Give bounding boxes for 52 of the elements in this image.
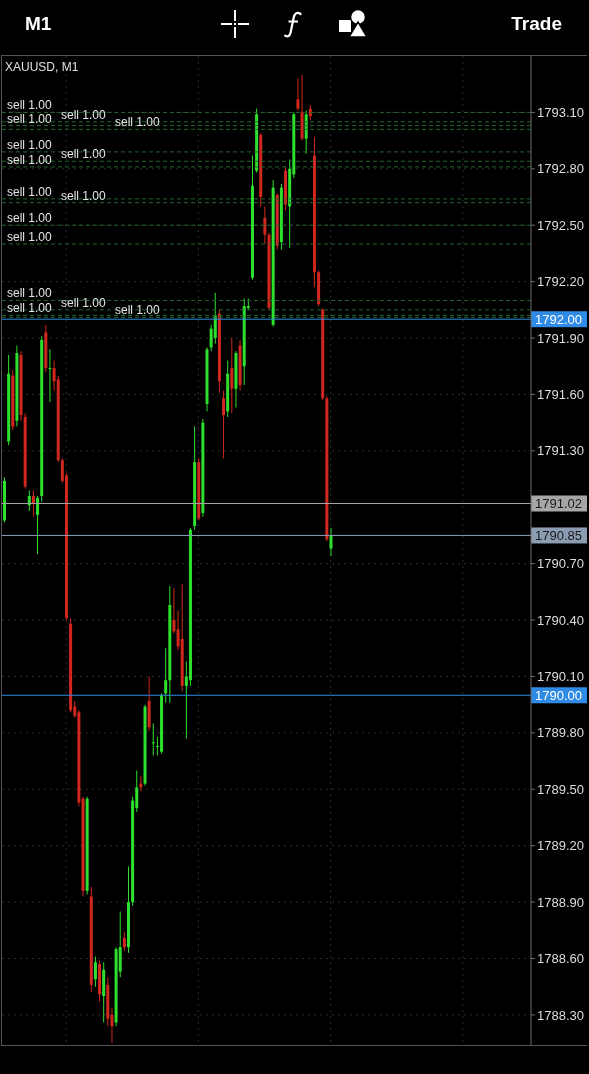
ref-line-label: sell 1.00 [61, 147, 107, 162]
y-tick-label: 1792.20 [537, 274, 584, 290]
candlestick [36, 495, 40, 555]
candlestick [31, 489, 35, 518]
y-tick-label: 1789.50 [537, 781, 584, 797]
y-tick-label: 1788.30 [537, 1007, 584, 1023]
y-tick-label: 1789.20 [537, 838, 584, 854]
candlestick [151, 722, 155, 756]
ref-line-label: sell 1.00 [7, 98, 53, 113]
text: M1 [25, 12, 52, 36]
candlestick [172, 587, 176, 634]
y-tick-label: 1790.40 [537, 612, 584, 628]
ref-line-label: 1791.02 [535, 496, 582, 512]
ref-line-label: sell 1.00 [7, 137, 53, 152]
candlestick [122, 931, 126, 952]
y-tick-label: 1790.70 [537, 556, 584, 572]
y-tick-label: 1791.90 [537, 330, 584, 346]
y-tick-label: 1789.80 [537, 725, 584, 741]
y-tick-label: 1793.10 [537, 105, 584, 121]
ref-line-label: sell 1.00 [61, 295, 107, 310]
y-tick-label: 1788.90 [537, 894, 584, 910]
candlestick [263, 205, 267, 245]
y-tick-label: 1788.60 [537, 951, 584, 967]
ref-line-label: 1790.00 [535, 687, 582, 703]
ref-line-label: sell 1.00 [61, 188, 107, 203]
ref-line-label: sell 1.00 [7, 286, 53, 301]
ref-line-label: sell 1.00 [115, 303, 161, 318]
ref-line-label: sell 1.00 [61, 107, 107, 122]
ref-line-label: sell 1.00 [7, 152, 53, 167]
y-tick-label: 1792.50 [537, 217, 584, 233]
y-tick-label: 1790.10 [537, 669, 584, 685]
candlestick [93, 956, 97, 988]
ref-line-label: sell 1.00 [7, 230, 53, 245]
ref-line-label: sell 1.00 [7, 301, 53, 316]
ref-line-label: sell 1.00 [7, 184, 53, 199]
chart-title: XAUUSD, M1 [5, 60, 79, 74]
ref-line-label: sell 1.00 [7, 111, 53, 126]
candlestick [329, 527, 333, 557]
candlestick [222, 390, 226, 459]
y-tick-label: 1791.60 [537, 387, 584, 403]
ref-line-label: sell 1.00 [115, 115, 161, 130]
candlestick [48, 348, 52, 403]
candlestick [213, 292, 217, 345]
candlestick [296, 78, 300, 112]
text: Trade [511, 12, 562, 36]
y-tick-label: 1791.30 [537, 443, 584, 459]
candlestick [164, 647, 168, 704]
ref-line-label: sell 1.00 [7, 211, 53, 226]
candlestick [230, 337, 234, 414]
y-tick-label: 1792.80 [537, 161, 584, 177]
ref-line-label: 1790.85 [535, 528, 582, 544]
ref-line-label: 1792.00 [535, 311, 582, 327]
